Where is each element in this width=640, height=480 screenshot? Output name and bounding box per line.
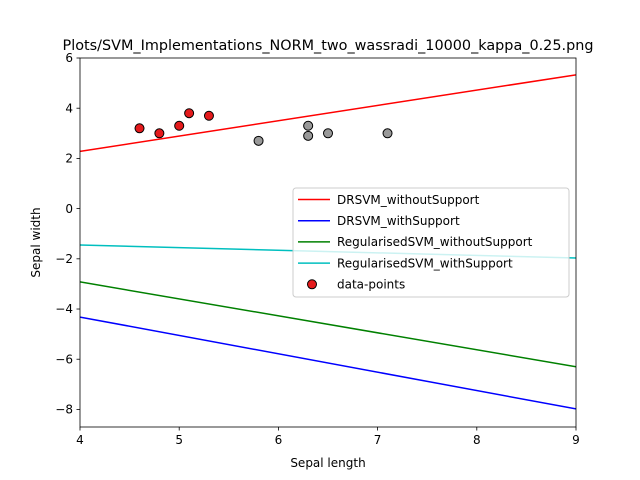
x-tick-label: 4 xyxy=(76,433,84,447)
x-tick-label: 7 xyxy=(374,433,382,447)
x-axis-label: Sepal length xyxy=(290,456,365,470)
data-point xyxy=(174,120,185,131)
x-tick-label: 8 xyxy=(473,433,481,447)
points-layer xyxy=(134,108,393,146)
data-point xyxy=(323,128,333,139)
y-tick-label: 4 xyxy=(65,101,73,115)
y-axis: −8 −6 −4 −2 0 2 4 6 xyxy=(55,51,80,417)
chart-title: Plots/SVM_Implementations_NORM_two_wassr… xyxy=(63,38,594,54)
legend-entry-label: DRSVM_withSupport xyxy=(337,214,460,228)
x-axis: 4 5 6 7 8 9 xyxy=(76,427,580,447)
y-tick-label: −6 xyxy=(55,352,73,366)
legend-swatch-marker xyxy=(307,279,317,290)
y-tick-label: 6 xyxy=(65,51,73,65)
plot-frame xyxy=(79,57,577,428)
legend-entry-label: data-points xyxy=(337,278,405,292)
legend-entry-label: RegularisedSVM_withoutSupport xyxy=(337,235,533,249)
y-tick-label: 0 xyxy=(65,202,73,216)
data-point xyxy=(184,108,195,119)
data-point xyxy=(382,128,393,139)
x-tick-label: 5 xyxy=(175,433,183,447)
x-tick-label: 6 xyxy=(275,433,283,447)
data-point xyxy=(253,135,264,146)
plot-area xyxy=(79,57,577,428)
legend-box xyxy=(292,187,570,298)
y-tick-label: 2 xyxy=(65,152,73,166)
series-line-drsvm-withoutsupport xyxy=(80,74,576,153)
legend-entry-label: DRSVM_withoutSupport xyxy=(337,193,480,207)
y-tick-label: −2 xyxy=(55,252,73,266)
data-point xyxy=(303,120,314,131)
y-tick-label: −4 xyxy=(55,302,73,316)
data-point xyxy=(203,110,214,121)
y-tick-label: −8 xyxy=(55,403,73,417)
legend: DRSVM_withoutSupport DRSVM_withSupport Reg… xyxy=(292,187,570,298)
legend-entry-label: RegularisedSVM_withSupport xyxy=(337,256,513,270)
y-axis-label: Sepal width xyxy=(29,207,43,277)
x-tick-label: 9 xyxy=(572,433,580,447)
series-line-regularisedsvm-withoutsupport xyxy=(80,281,576,368)
data-point xyxy=(303,130,314,141)
data-point xyxy=(134,123,145,134)
data-point xyxy=(154,128,165,139)
series-line-drsvm-withsupport xyxy=(80,316,576,410)
